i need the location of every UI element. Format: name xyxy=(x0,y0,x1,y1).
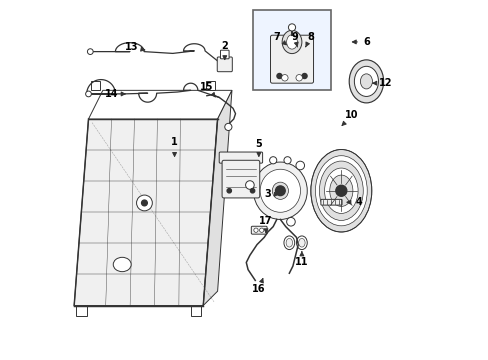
Circle shape xyxy=(245,181,254,189)
FancyBboxPatch shape xyxy=(270,35,313,83)
Polygon shape xyxy=(190,306,201,316)
FancyBboxPatch shape xyxy=(220,50,228,59)
Ellipse shape xyxy=(253,162,306,220)
Polygon shape xyxy=(74,119,217,306)
Circle shape xyxy=(87,49,93,54)
Text: 1: 1 xyxy=(171,138,178,156)
Text: 9: 9 xyxy=(291,32,298,47)
Ellipse shape xyxy=(282,30,301,54)
Circle shape xyxy=(269,157,276,164)
Polygon shape xyxy=(91,81,100,90)
FancyBboxPatch shape xyxy=(320,199,341,205)
Circle shape xyxy=(302,73,306,78)
Circle shape xyxy=(284,157,290,164)
FancyBboxPatch shape xyxy=(251,226,266,234)
Text: 8: 8 xyxy=(305,32,314,47)
Circle shape xyxy=(281,75,287,81)
FancyBboxPatch shape xyxy=(217,57,232,72)
Ellipse shape xyxy=(319,161,363,220)
FancyBboxPatch shape xyxy=(219,152,262,163)
Polygon shape xyxy=(203,90,231,306)
Circle shape xyxy=(259,228,264,232)
Text: 3: 3 xyxy=(264,189,278,199)
Ellipse shape xyxy=(260,169,300,212)
Text: 7: 7 xyxy=(273,32,286,45)
Bar xyxy=(253,10,330,90)
Text: 16: 16 xyxy=(252,279,265,294)
Text: 4: 4 xyxy=(346,197,362,207)
Text: 17: 17 xyxy=(259,216,272,233)
Circle shape xyxy=(295,75,302,81)
Ellipse shape xyxy=(310,149,371,232)
Polygon shape xyxy=(88,90,231,119)
Text: 10: 10 xyxy=(341,111,358,126)
Ellipse shape xyxy=(329,175,352,206)
Circle shape xyxy=(226,189,231,193)
Ellipse shape xyxy=(298,238,305,247)
Ellipse shape xyxy=(360,74,372,89)
Ellipse shape xyxy=(285,238,292,247)
Circle shape xyxy=(295,161,304,170)
Circle shape xyxy=(275,186,285,195)
Ellipse shape xyxy=(315,156,366,226)
Text: 11: 11 xyxy=(295,252,308,267)
Text: 13: 13 xyxy=(124,42,144,52)
Polygon shape xyxy=(76,306,86,316)
Text: 5: 5 xyxy=(255,139,262,156)
Ellipse shape xyxy=(284,236,294,249)
Circle shape xyxy=(85,91,91,97)
Text: 14: 14 xyxy=(105,89,125,99)
Polygon shape xyxy=(205,81,215,90)
FancyBboxPatch shape xyxy=(222,160,259,198)
Text: 2: 2 xyxy=(221,41,228,60)
Circle shape xyxy=(250,189,254,193)
Circle shape xyxy=(335,185,346,196)
Ellipse shape xyxy=(272,182,288,199)
Circle shape xyxy=(253,228,258,232)
Ellipse shape xyxy=(286,35,297,49)
Text: 15: 15 xyxy=(200,82,215,97)
Circle shape xyxy=(142,200,147,206)
Text: 12: 12 xyxy=(372,78,392,88)
Ellipse shape xyxy=(296,236,306,249)
Circle shape xyxy=(136,195,152,211)
Ellipse shape xyxy=(113,257,131,272)
Ellipse shape xyxy=(354,66,378,96)
Ellipse shape xyxy=(324,168,357,213)
Text: 6: 6 xyxy=(352,37,369,47)
Circle shape xyxy=(286,217,295,226)
Ellipse shape xyxy=(348,60,383,103)
Circle shape xyxy=(276,73,282,78)
Circle shape xyxy=(288,24,295,31)
Circle shape xyxy=(224,123,231,131)
